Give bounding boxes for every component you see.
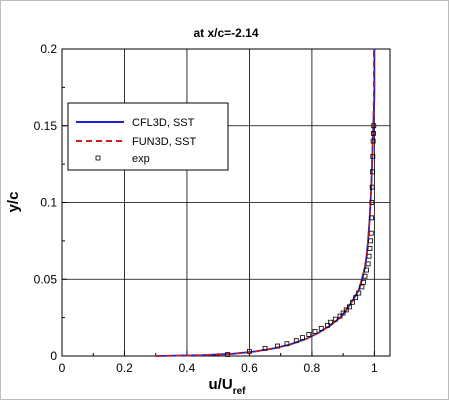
axis-ticks: 0 0.2 0.4 0.6 0.8 1 0 0.05 0.1 0.15 0.2 — [34, 42, 378, 375]
x-tick-label: 0.2 — [116, 361, 133, 375]
y-tick-label: 0.2 — [40, 42, 57, 56]
exp-point — [275, 343, 280, 349]
exp-point — [361, 279, 366, 285]
exp-point — [343, 307, 349, 313]
chart-title: at x/c=-2.14 — [193, 26, 258, 40]
exp-point — [365, 261, 371, 267]
grid — [61, 48, 390, 357]
exp-point — [225, 352, 230, 357]
exp-point — [337, 313, 343, 319]
exp-point — [362, 273, 368, 279]
exp-point — [300, 335, 305, 340]
exp-point — [364, 267, 369, 273]
exp-point — [369, 200, 375, 205]
exp-point — [306, 332, 312, 337]
x-axis-label: u/Uref — [209, 376, 247, 397]
exp-point — [370, 138, 376, 144]
exp-point — [370, 169, 375, 175]
x-tick-label: 0 — [59, 361, 66, 375]
x-tick-label: 1 — [371, 361, 378, 375]
legend-label: FUN3D, SST — [132, 136, 196, 148]
series-exp-markers — [225, 123, 377, 357]
legend-label: CFL3D, SST — [132, 117, 195, 129]
exp-point — [318, 325, 324, 331]
exp-point — [366, 253, 372, 259]
exp-point — [353, 295, 359, 301]
x-tick-label: 0.6 — [241, 361, 258, 375]
exp-point — [370, 154, 376, 159]
exp-point — [368, 230, 374, 236]
x-tick-label: 0.4 — [179, 361, 196, 375]
exp-point — [350, 299, 355, 305]
exp-point — [293, 338, 299, 344]
exp-point — [247, 348, 252, 354]
y-tick-label: 0.1 — [40, 196, 57, 210]
exp-point — [371, 131, 376, 136]
y-tick-label: 0.15 — [34, 119, 58, 133]
legend-marker — [95, 155, 101, 161]
exp-point — [262, 345, 268, 351]
x-axis-label-main: u/U — [209, 376, 233, 393]
legend-box — [67, 102, 229, 171]
series-layer — [155, 49, 377, 357]
y-tick-label: 0.05 — [34, 272, 58, 286]
exp-point — [356, 290, 362, 296]
exp-point — [340, 310, 346, 316]
exp-point — [312, 329, 318, 334]
x-tick-label: 0.8 — [304, 361, 321, 375]
exp-point — [369, 215, 374, 221]
exp-point — [346, 304, 352, 310]
y-tick-label: 0 — [50, 349, 57, 363]
exp-point — [368, 238, 374, 244]
exp-point — [332, 316, 338, 322]
exp-point — [328, 319, 334, 325]
exp-point — [359, 284, 365, 290]
exp-point — [369, 184, 375, 190]
exp-point — [371, 123, 377, 129]
exp-point — [367, 246, 373, 251]
legend-items: CFL3D, SST FUN3D, SST exp — [76, 117, 196, 165]
series-line-1 — [155, 49, 375, 357]
exp-point — [325, 322, 330, 328]
legend: CFL3D, SST FUN3D, SST exp — [67, 102, 229, 171]
y-axis-label: y/c — [5, 192, 22, 213]
exp-point — [284, 341, 290, 347]
x-axis-label-subscript: ref — [233, 386, 246, 397]
legend-label: exp — [132, 153, 150, 165]
